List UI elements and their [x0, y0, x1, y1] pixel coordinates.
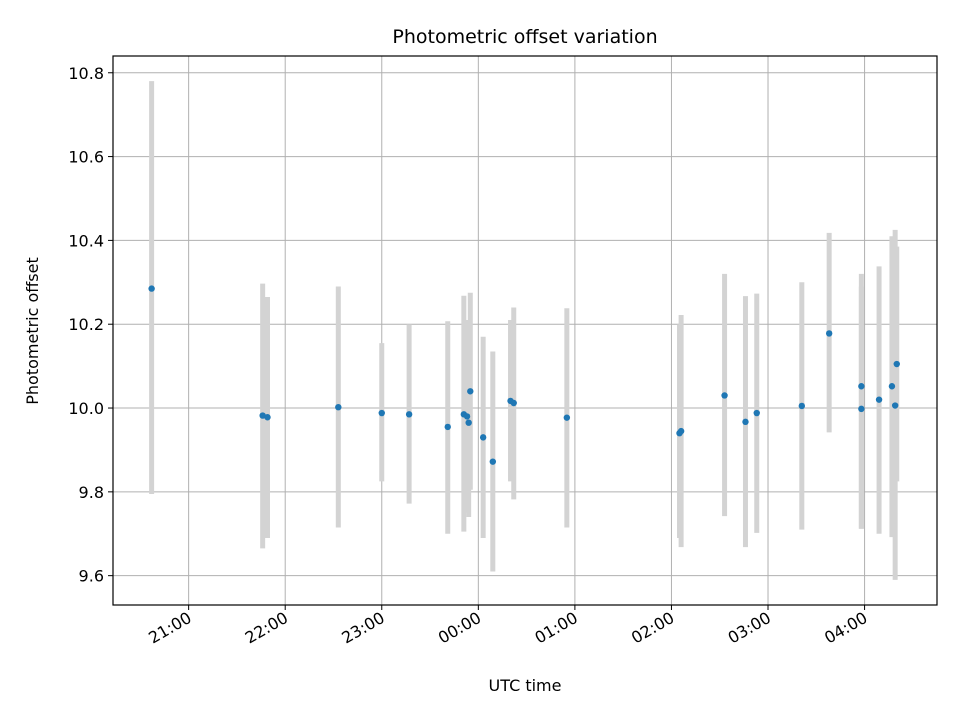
data-points [148, 285, 900, 465]
y-axis-label: Photometric offset [23, 257, 42, 405]
data-point [148, 285, 155, 292]
data-point [875, 396, 883, 403]
data-point [825, 330, 833, 337]
data-point [742, 418, 749, 426]
data-point [463, 413, 471, 420]
data-point [444, 423, 451, 431]
data-point [259, 412, 266, 419]
data-point [489, 458, 497, 465]
data-point [721, 392, 728, 399]
y-tick-label: 10.0 [68, 399, 104, 418]
data-point [335, 403, 342, 411]
data-point [378, 409, 385, 417]
data-point [264, 414, 271, 421]
data-point [888, 383, 896, 390]
data-point [891, 402, 899, 409]
x-axis-label: UTC time [489, 676, 562, 695]
chart-title: Photometric offset variation [392, 26, 657, 48]
plot-frame [112, 55, 938, 606]
data-point [405, 411, 413, 418]
data-point [467, 388, 474, 395]
data-point [858, 383, 865, 390]
data-point [858, 405, 865, 413]
y-tick-label: 9.6 [79, 567, 104, 586]
data-point [479, 434, 487, 441]
data-point [798, 402, 806, 410]
data-point [753, 409, 760, 417]
y-tick-label: 10.6 [68, 148, 104, 167]
y-tick-label: 10.2 [68, 315, 104, 334]
y-axis-ticks: 9.6 9.8 10.0 10.2 10.4 10.6 10.8 [68, 64, 113, 586]
data-point [893, 360, 900, 368]
y-tick-label: 10.8 [68, 64, 104, 83]
data-point [510, 399, 517, 407]
data-point [465, 419, 472, 426]
grid [113, 56, 937, 605]
y-tick-label: 10.4 [68, 231, 104, 250]
data-point [677, 427, 685, 435]
y-tick-label: 9.8 [79, 483, 104, 502]
data-point [563, 414, 571, 421]
